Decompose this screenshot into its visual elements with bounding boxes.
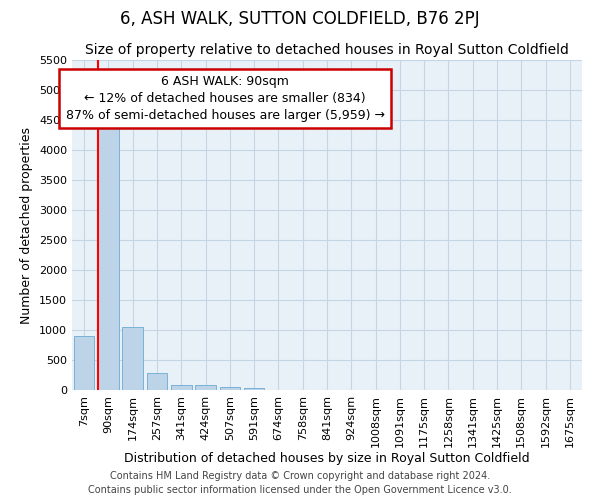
Text: Contains HM Land Registry data © Crown copyright and database right 2024.
Contai: Contains HM Land Registry data © Crown c… — [88, 471, 512, 495]
Bar — [244, 388, 265, 390]
Bar — [171, 384, 191, 390]
Text: 6 ASH WALK: 90sqm
← 12% of detached houses are smaller (834)
87% of semi-detache: 6 ASH WALK: 90sqm ← 12% of detached hous… — [65, 75, 385, 122]
Text: 6, ASH WALK, SUTTON COLDFIELD, B76 2PJ: 6, ASH WALK, SUTTON COLDFIELD, B76 2PJ — [120, 10, 480, 28]
Bar — [146, 373, 167, 390]
Bar — [195, 384, 216, 390]
Bar — [122, 327, 143, 390]
Title: Size of property relative to detached houses in Royal Sutton Coldfield: Size of property relative to detached ho… — [85, 44, 569, 58]
Bar — [98, 116, 119, 390]
Y-axis label: Number of detached properties: Number of detached properties — [20, 126, 34, 324]
Bar — [74, 336, 94, 390]
X-axis label: Distribution of detached houses by size in Royal Sutton Coldfield: Distribution of detached houses by size … — [124, 452, 530, 466]
Bar — [220, 386, 240, 390]
